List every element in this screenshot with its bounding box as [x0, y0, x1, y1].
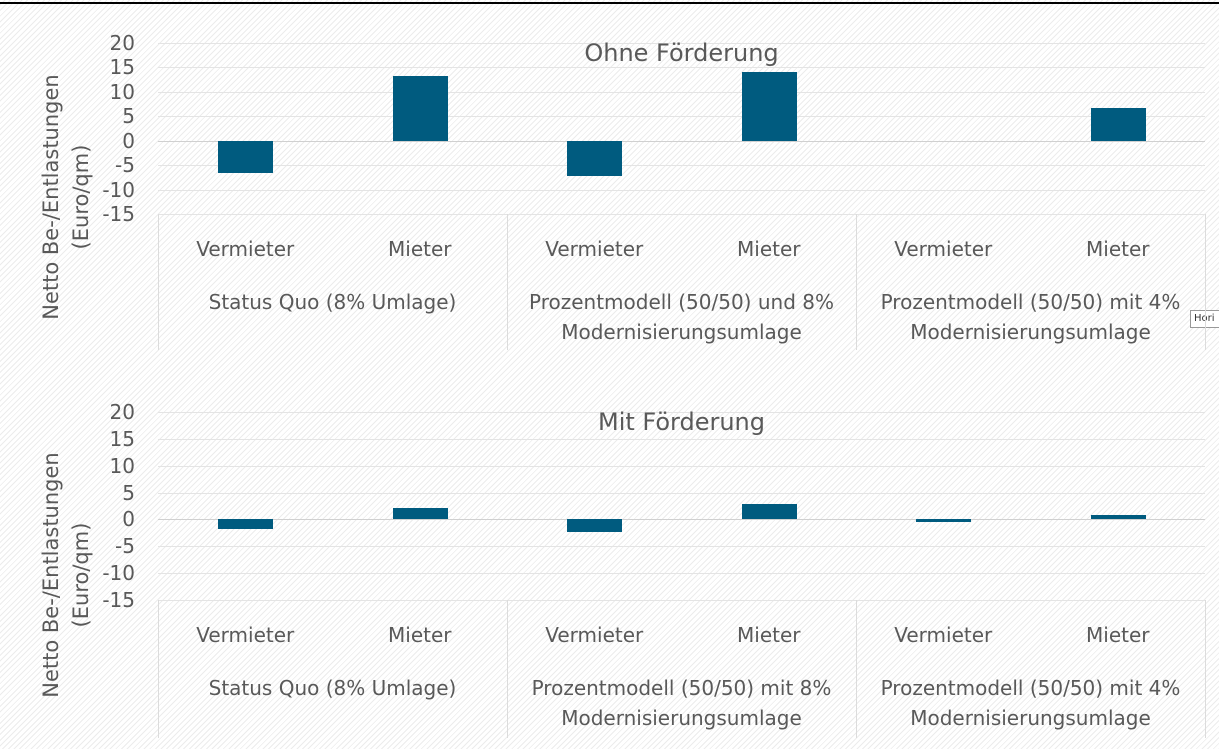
- y-tick-label: 15: [109, 55, 135, 80]
- bar: [567, 140, 623, 177]
- y-tick-label: -15: [102, 202, 135, 226]
- x-tick-label: Vermieter: [545, 237, 644, 261]
- group-separator: [158, 600, 159, 738]
- y-tick-label: 20: [109, 400, 135, 424]
- y-tick-label: 20: [109, 31, 135, 55]
- bar: [1090, 514, 1146, 520]
- bar: [218, 140, 274, 174]
- group-separator: [507, 600, 508, 738]
- grid-line: [158, 573, 1205, 575]
- x-tick-label: Vermieter: [545, 623, 644, 647]
- y-tick-label: 10: [109, 79, 135, 104]
- grid-line: [158, 91, 1205, 93]
- y-axis-title: Netto Be-/Entlastungen (Euro/qm): [39, 452, 93, 698]
- group-separator: [507, 214, 508, 350]
- group-label: Prozentmodell (50/50) mit 8% Modernisier…: [531, 676, 832, 730]
- grid-line: [158, 412, 1205, 413]
- grid-line: [158, 214, 1205, 215]
- grid-line: [158, 165, 1205, 167]
- group-separator: [856, 600, 857, 738]
- x-tick-label: Mieter: [737, 237, 801, 261]
- grid-line: [158, 140, 1205, 142]
- group-separator: [1205, 214, 1206, 350]
- y-tick-label: 5: [122, 104, 135, 129]
- y-tick-label: -10: [102, 561, 135, 586]
- y-tick-label: -15: [102, 588, 135, 612]
- grid-line: [158, 116, 1205, 118]
- grid-line: [158, 546, 1205, 548]
- x-tick-label: Mieter: [737, 623, 801, 647]
- x-tick-label: Vermieter: [894, 623, 993, 647]
- x-tick-label: Vermieter: [196, 623, 295, 647]
- group-separator: [1205, 600, 1206, 738]
- grid-line: [158, 465, 1205, 467]
- group-separator: [856, 214, 857, 350]
- x-tick-label: Vermieter: [196, 237, 295, 261]
- group-label: Prozentmodell (50/50) mit 4% Modernisier…: [880, 676, 1181, 730]
- bar: [1090, 107, 1146, 141]
- chart-title: Ohne Förderung: [584, 39, 779, 67]
- x-tick-label: Mieter: [1086, 237, 1150, 261]
- group-label: Prozentmodell (50/50) mit 4% Modernisier…: [880, 290, 1181, 344]
- y-tick-label: -5: [115, 534, 135, 559]
- grid-line: [158, 492, 1205, 494]
- top-border: [0, 2, 1219, 4]
- group-label: Status Quo (8% Umlage): [208, 290, 457, 314]
- bar: [392, 508, 448, 520]
- bar: [741, 504, 797, 520]
- grid-line: [158, 519, 1205, 521]
- y-tick-label: 10: [109, 453, 135, 478]
- grid-line: [158, 600, 1205, 601]
- group-separator: [158, 214, 159, 350]
- grid-line: [158, 43, 1205, 44]
- group-label: Prozentmodell (50/50) und 8% Modernisier…: [529, 290, 834, 344]
- y-tick-label: -10: [102, 177, 135, 202]
- bar: [741, 71, 797, 141]
- bar: [567, 519, 623, 533]
- group-label: Status Quo (8% Umlage): [208, 676, 457, 700]
- bar: [392, 75, 448, 141]
- bar: [916, 519, 972, 522]
- grid-line: [158, 189, 1205, 191]
- y-tick-label: -5: [115, 153, 135, 178]
- x-tick-label: Mieter: [388, 237, 452, 261]
- y-tick-label: 5: [122, 480, 135, 505]
- x-tick-label: Mieter: [1086, 623, 1150, 647]
- x-tick-label: Mieter: [388, 623, 452, 647]
- grid-line: [158, 438, 1205, 440]
- grid-line: [158, 67, 1205, 69]
- y-tick-label: 0: [122, 128, 135, 153]
- y-tick-label: 15: [109, 426, 135, 451]
- chart-title: Mit Förderung: [597, 408, 765, 436]
- bar: [218, 519, 274, 529]
- x-tick-label: Vermieter: [894, 237, 993, 261]
- y-axis-title: Netto Be-/Entlastungen (Euro/qm): [39, 73, 93, 320]
- y-tick-label: 0: [122, 507, 135, 532]
- tooltip: Hori: [1190, 310, 1219, 328]
